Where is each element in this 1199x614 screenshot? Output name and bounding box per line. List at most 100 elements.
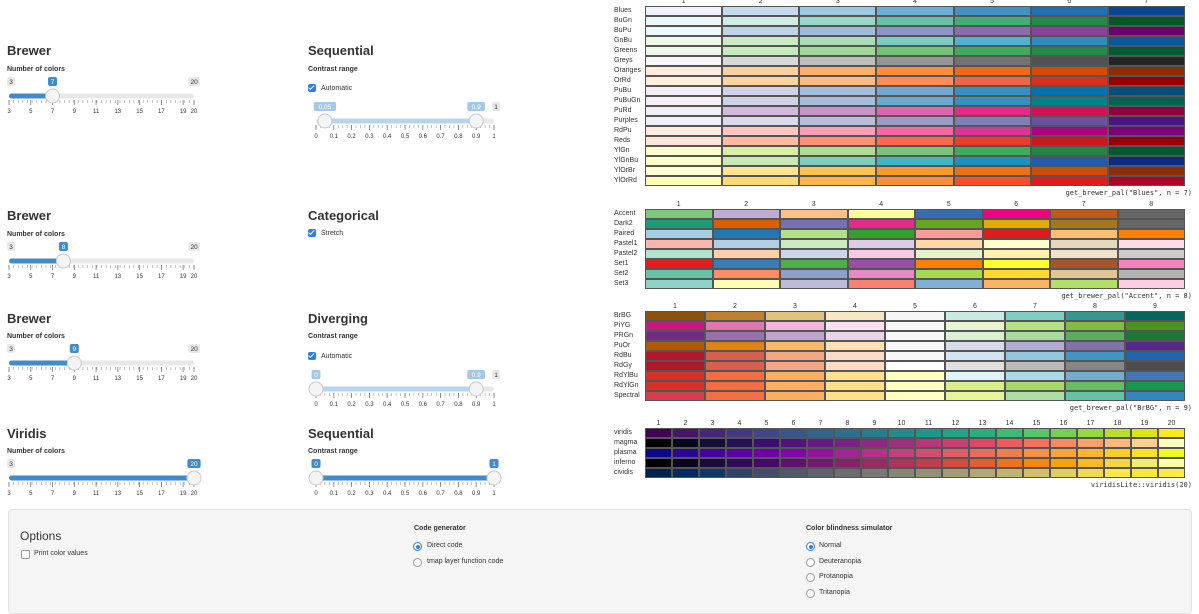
- color-swatch: [1023, 468, 1050, 478]
- tmap-code-radio[interactable]: [413, 558, 422, 567]
- palette-name: RdYlGn: [614, 382, 639, 389]
- section-title: Brewer: [7, 208, 52, 223]
- number-of-colors-slider[interactable]: 3 20 3 5 7 9 11 13 15 17 19 20 7: [0, 76, 210, 118]
- tick-label: 17: [158, 376, 165, 382]
- color-swatch: [847, 239, 915, 249]
- contrast-range-slider[interactable]: 0 0.1 0.2 0.3 0.4 0.5 0.6 0.7 0.8 0.9 1 0 1: [302, 458, 512, 500]
- tick-label: 0.2: [347, 491, 356, 497]
- color-swatch: [799, 126, 877, 136]
- palette-name: Paired: [614, 230, 635, 237]
- color-swatch: [1125, 381, 1185, 391]
- color-swatch: [982, 229, 1050, 239]
- color-swatch: [876, 116, 954, 126]
- number-of-colors-slider[interactable]: 3 3 5 7 9 11 13 15 17 19 20 20: [0, 458, 210, 500]
- color-swatch: [712, 249, 780, 259]
- color-swatch: [876, 146, 954, 156]
- color-swatch: [982, 279, 1050, 289]
- palette-name: Blues: [614, 7, 632, 14]
- color-swatch: [885, 321, 945, 331]
- color-swatch: [876, 86, 954, 96]
- color-swatch: [953, 116, 1031, 126]
- color-swatch: [1077, 438, 1104, 448]
- slider-handle[interactable]: [45, 88, 61, 104]
- range-from-label-bg: [311, 459, 321, 468]
- range-max-label-bg: [492, 370, 500, 379]
- options-title: Options: [20, 529, 62, 543]
- color-swatch: [722, 106, 800, 116]
- contrast-range-slider[interactable]: 0 0.1 0.2 0.3 0.4 0.5 0.6 0.7 0.8 0.9 1 0 0.9 1: [302, 369, 512, 411]
- color-swatch: [780, 219, 848, 229]
- protanopia-radio[interactable]: [806, 573, 815, 582]
- print-color-values-checkbox[interactable]: [21, 550, 30, 559]
- number-of-colors-slider[interactable]: 3 20 3 5 7 9 11 13 15 17 19 20 9: [0, 343, 210, 385]
- slider-label: Contrast range: [308, 66, 358, 73]
- color-swatch: [861, 428, 888, 438]
- tick-label: 15: [136, 109, 143, 115]
- tick-label: 0.6: [419, 402, 428, 408]
- color-swatch: [982, 239, 1050, 249]
- palette-column-number: 19: [1140, 420, 1149, 427]
- tick-label: 15: [136, 491, 143, 497]
- color-swatch: [953, 66, 1031, 76]
- section-title: Brewer: [7, 311, 52, 326]
- slider-handle[interactable]: [66, 355, 82, 371]
- color-swatch: [847, 219, 915, 229]
- palette-column-number: 1: [676, 201, 681, 208]
- color-swatch: [1107, 106, 1185, 116]
- min-label: 3: [9, 346, 13, 353]
- color-swatch: [945, 351, 1005, 361]
- range-handle-to: [468, 381, 484, 397]
- color-swatch: [726, 438, 753, 448]
- color-swatch: [1107, 156, 1185, 166]
- range-max-label-bg: [492, 102, 500, 111]
- color-swatch: [1131, 468, 1158, 478]
- automatic-checkbox[interactable]: [308, 84, 316, 92]
- palette-column-number: 4: [913, 0, 917, 5]
- color-swatch: [645, 259, 713, 269]
- color-swatch: [705, 341, 765, 351]
- normal-radio[interactable]: [806, 542, 815, 551]
- color-swatch: [915, 458, 942, 468]
- color-swatch: [765, 381, 825, 391]
- palette-column-number: 9: [1153, 303, 1157, 310]
- min-label: 3: [9, 461, 13, 468]
- range-handle-from[interactable]: [308, 470, 324, 486]
- color-swatch: [780, 259, 848, 269]
- deuteranopia-radio[interactable]: [806, 558, 815, 567]
- tick-label: 7: [51, 376, 55, 382]
- color-swatch: [799, 156, 877, 166]
- number-of-colors-slider[interactable]: 3 20 3 5 7 9 11 13 15 17 19 20 8: [0, 241, 210, 283]
- palette-name: PiYG: [614, 322, 631, 329]
- slider-handle[interactable]: [55, 253, 71, 269]
- automatic-checkbox[interactable]: [308, 352, 316, 360]
- contrast-range-slider[interactable]: 0 0.1 0.2 0.3 0.4 0.5 0.6 0.7 0.8 0.9 1 0.05 0.9 1: [302, 101, 512, 143]
- color-swatch: [876, 136, 954, 146]
- color-swatch: [672, 458, 699, 468]
- tritanopia-radio[interactable]: [806, 589, 815, 598]
- color-swatch: [1065, 381, 1125, 391]
- color-swatch: [1050, 259, 1118, 269]
- color-swatch: [645, 381, 705, 391]
- color-swatch: [799, 166, 877, 176]
- tmap-code-label: tmap layer function code: [427, 558, 504, 565]
- palette-name: GnBu: [614, 37, 632, 44]
- slider-handle[interactable]: [186, 470, 202, 486]
- color-swatch: [982, 259, 1050, 269]
- range-to-label: 0.9: [472, 104, 481, 111]
- slider-label: Number of colors: [7, 66, 65, 73]
- palette-column-number: 2: [733, 303, 737, 310]
- color-swatch: [705, 381, 765, 391]
- normal-label: Normal: [819, 542, 842, 549]
- color-swatch: [645, 46, 723, 56]
- color-swatch: [645, 176, 723, 186]
- color-swatch: [888, 428, 915, 438]
- palette-column-number: 13: [978, 420, 987, 427]
- color-swatch: [953, 126, 1031, 136]
- color-swatch: [953, 86, 1031, 96]
- range-handle-to[interactable]: [486, 470, 502, 486]
- color-swatch: [825, 381, 885, 391]
- direct-code-radio[interactable]: [413, 542, 422, 551]
- range-from-label: 0: [314, 372, 318, 379]
- palette-column-number: 4: [737, 420, 742, 427]
- stretch-checkbox[interactable]: [308, 229, 316, 237]
